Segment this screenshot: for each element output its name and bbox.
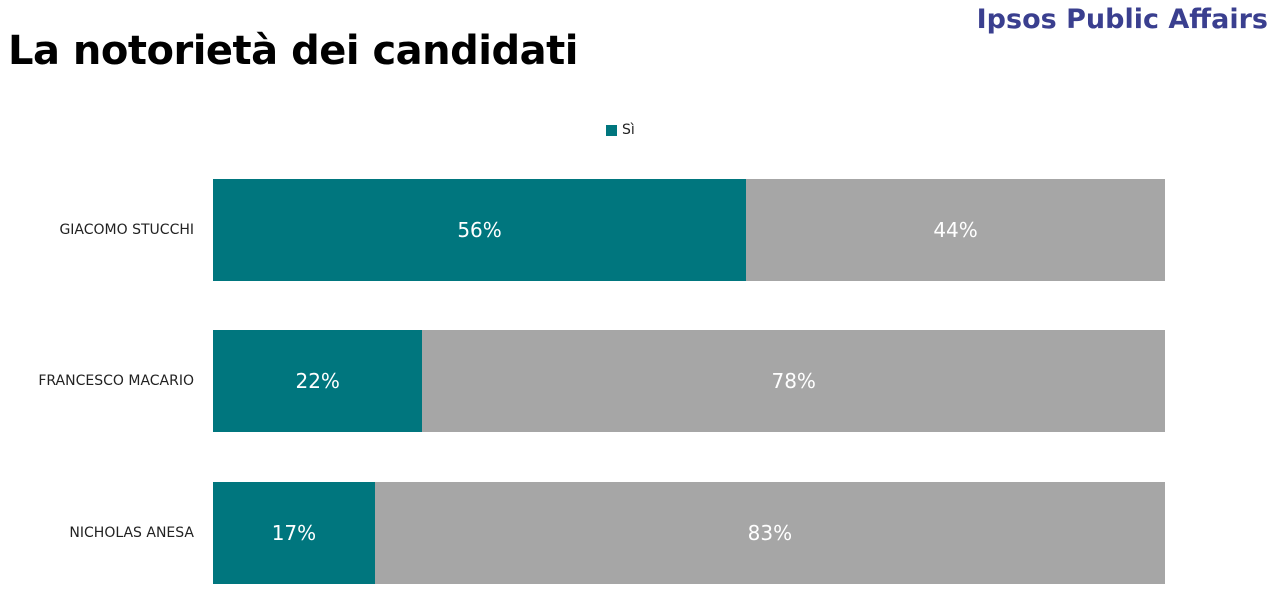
data-label: 17% [271, 521, 317, 545]
bar-segment-si: 17% [213, 482, 375, 584]
data-label: 44% [933, 218, 978, 242]
category-label: GIACOMO STUCCHI [59, 222, 194, 238]
bar-segment-no: 78% [422, 330, 1165, 432]
bar-segment-no: 83% [374, 482, 1165, 584]
page-title: La notorietà dei candidati [8, 28, 578, 74]
data-label: 56% [457, 218, 502, 242]
bar-segment-si: 22% [213, 330, 423, 432]
chart-legend: Sì [606, 122, 635, 138]
data-label: 22% [295, 369, 340, 393]
data-label: 78% [771, 369, 816, 393]
legend-swatch [606, 124, 617, 136]
bar-segment-si: 56% [213, 179, 747, 281]
data-label: 83% [747, 521, 793, 545]
legend-label: Sì [622, 122, 635, 138]
category-label: NICHOLAS ANESA [69, 525, 194, 541]
bar-segment-no: 44% [746, 179, 1165, 281]
category-label: FRANCESCO MACARIO [38, 373, 194, 389]
brand-logo: Ipsos Public Affairs [976, 4, 1268, 35]
